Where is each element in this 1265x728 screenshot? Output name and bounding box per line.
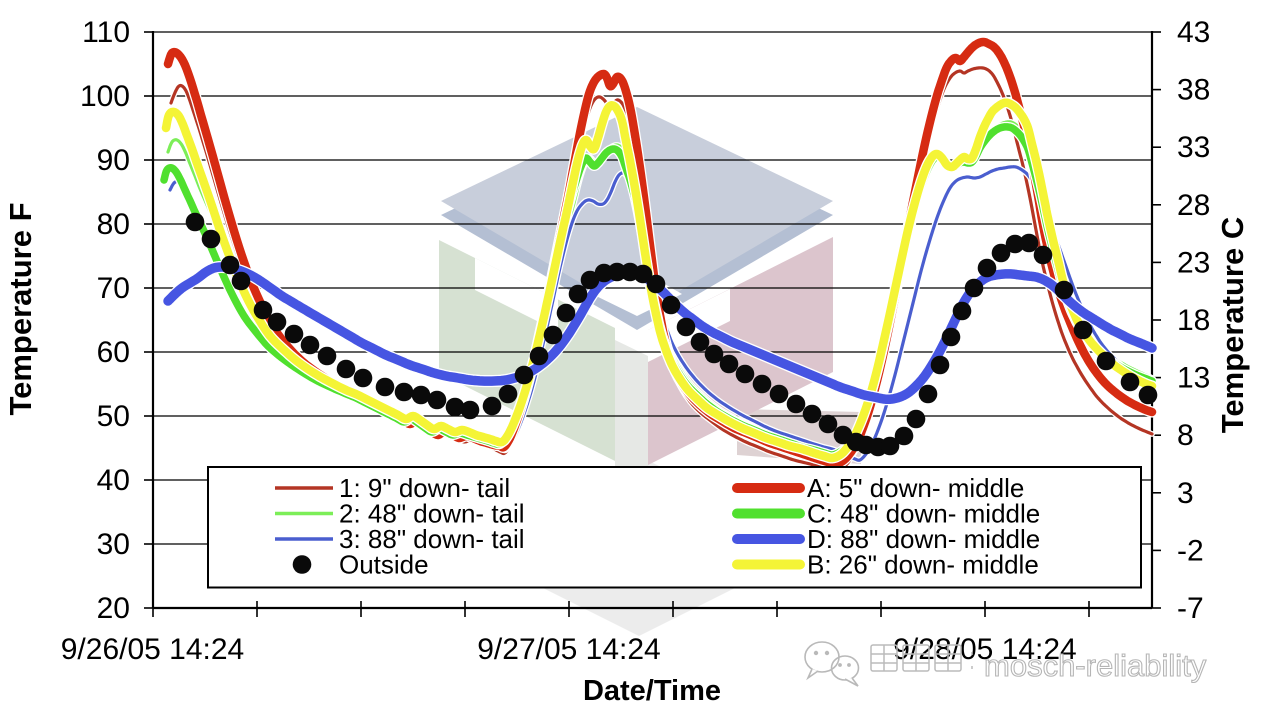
svg-text:Temperature F: Temperature F <box>3 202 38 415</box>
svg-text:Temperature C: Temperature C <box>1215 217 1250 434</box>
svg-text:70: 70 <box>97 272 130 305</box>
svg-text:9/26/05 14:24: 9/26/05 14:24 <box>61 633 245 666</box>
svg-text:13: 13 <box>1177 362 1210 395</box>
svg-text:-2: -2 <box>1177 534 1204 567</box>
svg-text:3: 88" down- tail: 3: 88" down- tail <box>339 524 525 554</box>
svg-text:33: 33 <box>1177 131 1210 164</box>
svg-text:110: 110 <box>82 16 130 49</box>
svg-text:43: 43 <box>1177 16 1210 49</box>
svg-text:C: 48" down- middle: C: 48" down- middle <box>807 499 1040 529</box>
svg-text:mosch-reliability: mosch-reliability <box>984 648 1207 683</box>
svg-text:2: 48" down- tail: 2: 48" down- tail <box>339 499 525 529</box>
svg-text:9/28/05 14:24: 9/28/05 14:24 <box>893 633 1077 666</box>
svg-text:1: 9" down- tail: 1: 9" down- tail <box>339 473 510 503</box>
svg-text:Date/Time: Date/Time <box>583 675 721 707</box>
svg-text:28: 28 <box>1177 189 1210 222</box>
svg-text:20: 20 <box>97 592 130 625</box>
svg-text:9/27/05 14:24: 9/27/05 14:24 <box>477 633 661 666</box>
svg-text:23: 23 <box>1177 246 1210 279</box>
svg-text:50: 50 <box>97 400 130 433</box>
svg-text:B: 26" down- middle: B: 26" down- middle <box>807 550 1039 580</box>
svg-text:60: 60 <box>97 336 130 369</box>
svg-text:3: 3 <box>1177 477 1194 510</box>
svg-text:100: 100 <box>80 80 130 113</box>
svg-text:8: 8 <box>1177 419 1194 452</box>
svg-text:90: 90 <box>97 144 130 177</box>
svg-text:30: 30 <box>97 528 130 561</box>
svg-text:Outside: Outside <box>339 550 429 580</box>
svg-text:40: 40 <box>97 464 130 497</box>
svg-text:80: 80 <box>97 208 130 241</box>
svg-text:D: 88" down- middle: D: 88" down- middle <box>807 524 1040 554</box>
svg-text:-7: -7 <box>1177 592 1204 625</box>
svg-text:18: 18 <box>1177 304 1210 337</box>
svg-text:38: 38 <box>1177 74 1210 107</box>
svg-text:A: 5" down- middle: A: 5" down- middle <box>807 473 1024 503</box>
